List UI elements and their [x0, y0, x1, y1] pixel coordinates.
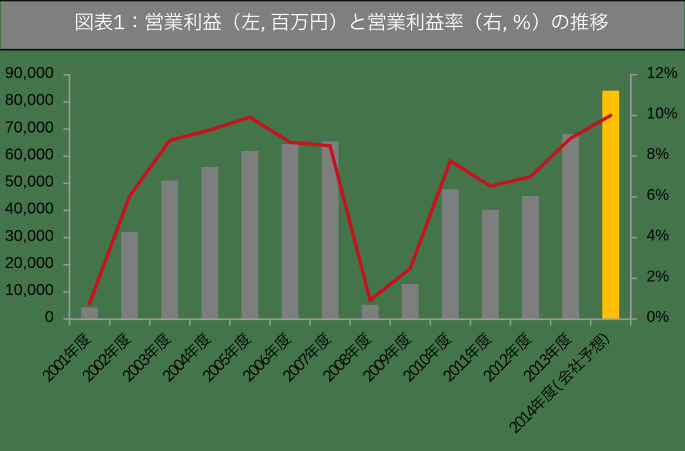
svg-text:30,000: 30,000: [5, 228, 54, 245]
svg-text:6%: 6%: [647, 187, 670, 204]
svg-text:70,000: 70,000: [5, 119, 54, 136]
svg-text:40,000: 40,000: [5, 201, 54, 218]
svg-text:80,000: 80,000: [5, 92, 54, 109]
svg-text:10%: 10%: [647, 106, 678, 123]
svg-text:60,000: 60,000: [5, 146, 54, 163]
svg-text:8%: 8%: [647, 146, 670, 163]
svg-text:10,000: 10,000: [5, 282, 54, 299]
svg-text:20,000: 20,000: [5, 255, 54, 272]
svg-text:2%: 2%: [647, 268, 670, 285]
svg-text:12%: 12%: [647, 65, 678, 82]
svg-text:0: 0: [45, 309, 54, 326]
svg-text:90,000: 90,000: [5, 65, 54, 82]
svg-text:50,000: 50,000: [5, 174, 54, 191]
svg-text:4%: 4%: [647, 228, 670, 245]
svg-text:0%: 0%: [647, 309, 670, 326]
